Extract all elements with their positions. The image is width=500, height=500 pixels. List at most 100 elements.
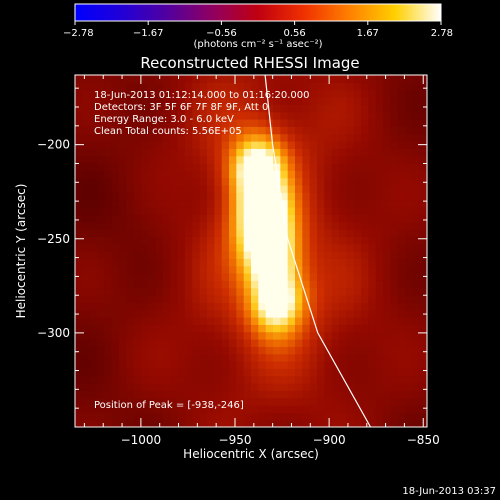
heatmap-cell [207,243,215,252]
heatmap-cell [155,251,164,259]
heatmap-cell [229,339,237,347]
heatmap-cell [236,155,245,164]
heatmap-cell [295,375,303,384]
heatmap-cell [353,251,362,259]
heatmap-cell [192,309,201,318]
heatmap-cell [163,199,171,208]
heatmap-cell [331,287,340,296]
heatmap-cell [287,214,296,223]
heatmap-cell [170,229,179,237]
heatmap-cell [148,353,157,362]
heatmap-cell [177,353,186,362]
heatmap-cell [331,163,340,171]
heatmap-cell [302,324,311,333]
heatmap-cell [353,346,362,355]
heatmap-cell [97,126,105,135]
heatmap-cell [309,265,318,274]
heatmap-cell [133,97,142,105]
heatmap-cell [104,397,113,406]
heatmap-cell [280,155,289,164]
heatmap-cell [243,229,252,237]
heatmap-cell [346,295,355,303]
heatmap-cell [243,397,252,406]
heatmap-cell [397,383,406,391]
heatmap-cell [214,89,223,98]
heatmap-cell [221,265,230,274]
heatmap-cell [251,302,259,311]
heatmap-cell [368,273,377,281]
heatmap-cell [287,185,296,193]
heatmap-cell [317,221,325,230]
heatmap-cell [229,82,237,91]
heatmap-cell [170,111,179,120]
heatmap-cell [82,339,91,347]
heatmap-cell [302,346,311,355]
heatmap-cell [412,361,421,369]
heatmap-cell [126,397,135,406]
heatmap-cell [82,353,91,362]
heatmap-cell [207,126,215,135]
heatmap-cell [295,119,303,127]
heatmap-cell [89,141,98,149]
heatmap-cell [111,383,120,391]
heatmap-cell [163,346,171,355]
heatmap-cell [155,104,164,113]
heatmap-cell [243,97,252,105]
heatmap-cell [419,302,427,311]
heatmap-cell [236,111,245,120]
heatmap-cell [89,243,98,252]
heatmap-cell [170,273,179,281]
heatmap-cell [229,295,237,303]
heatmap-cell [265,126,274,135]
heatmap-cell [214,221,223,230]
heatmap-cell [273,309,281,318]
heatmap-cell [141,133,149,142]
heatmap-cell [214,339,223,347]
heatmap-cell [295,302,303,311]
heatmap-cell [419,251,427,259]
heatmap-cell [339,419,347,427]
heatmap-cell [273,302,281,311]
heatmap-cell [207,192,215,201]
heatmap-cell [317,295,325,303]
heatmap-cell [375,214,384,223]
heatmap-cell [317,375,325,384]
heatmap-cell [82,75,91,83]
heatmap-cell [339,405,347,413]
heatmap-cell [97,82,105,91]
heatmap-cell [133,368,142,377]
heatmap-cell [317,97,325,105]
heatmap-cell [383,361,391,369]
heatmap-cell [185,221,193,230]
heatmap-cell [89,148,98,157]
heatmap-cell [126,163,135,171]
heatmap-cell [126,229,135,237]
heatmap-cell [390,170,399,179]
heatmap-cell [214,273,223,281]
heatmap-cell [119,97,127,105]
heatmap-cell [155,390,164,399]
heatmap-cell [353,119,362,127]
heatmap-cell [177,133,186,142]
heatmap-cell [280,170,289,179]
heatmap-cell [419,368,427,377]
heatmap-cell [177,141,186,149]
heatmap-cell [390,229,399,237]
heatmap-cell [295,75,303,83]
heatmap-cell [104,192,113,201]
heatmap-cell [331,192,340,201]
heatmap-cell [97,104,105,113]
heatmap-cell [287,412,296,421]
heatmap-cell [119,258,127,267]
heatmap-cell [383,405,391,413]
heatmap-cell [405,280,413,289]
heatmap-cell [287,324,296,333]
heatmap-cell [119,412,127,421]
heatmap-cell [177,287,186,296]
heatmap-cell [75,317,83,325]
heatmap-cell [397,331,406,340]
heatmap-cell [141,111,149,120]
heatmap-cell [111,97,120,105]
heatmap-cell [405,309,413,318]
heatmap-cell [309,170,318,179]
